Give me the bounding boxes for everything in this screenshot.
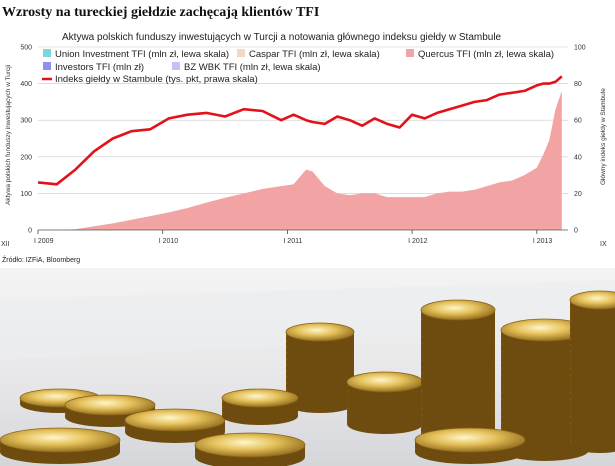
index-line bbox=[37, 75, 563, 186]
x-tick-label: I 2012 bbox=[408, 238, 428, 245]
coin-face bbox=[420, 299, 496, 321]
y-tick-label: 400 bbox=[20, 81, 32, 88]
x-edge-label-right: IX bbox=[600, 241, 607, 248]
legend-label-quercus: Quercus TFI (mln zł, lewa skala) bbox=[418, 49, 554, 60]
chart-title: Wzrosty na tureckiej giełdzie zachęcają … bbox=[2, 5, 319, 20]
coins-photo bbox=[0, 268, 615, 466]
coin-face bbox=[194, 432, 306, 458]
y2-tick-label: 80 bbox=[574, 81, 582, 88]
legend-swatch-union bbox=[43, 49, 51, 57]
index-series-line bbox=[37, 75, 563, 186]
coin-stack bbox=[221, 388, 299, 425]
x-tick-label: I 2013 bbox=[533, 238, 553, 245]
left-axis-label: Aktywa polskich funduszy inwestujących w… bbox=[5, 65, 12, 205]
coin-face bbox=[64, 394, 156, 416]
coin-face bbox=[0, 427, 121, 453]
coin-face bbox=[569, 290, 615, 310]
coin-stack bbox=[500, 318, 590, 461]
y2-tick-label: 20 bbox=[574, 191, 582, 198]
coin-stack bbox=[569, 290, 615, 453]
coin-stack bbox=[285, 322, 355, 413]
legend-swatch-investors bbox=[43, 62, 51, 70]
right-axis-ticks: 100 80 60 40 20 0 bbox=[574, 45, 586, 235]
coin-face bbox=[414, 427, 526, 453]
y-tick-label: 200 bbox=[20, 154, 32, 161]
coin-stack bbox=[194, 432, 306, 466]
y-tick-label: 100 bbox=[20, 191, 32, 198]
coin-stack bbox=[414, 427, 526, 464]
y2-tick-label: 60 bbox=[574, 118, 582, 125]
legend-label-investors: Investors TFI (mln zł) bbox=[55, 62, 144, 73]
area-quercus bbox=[38, 90, 562, 231]
coin-stack bbox=[0, 427, 121, 464]
legend-swatch-bzwbk bbox=[172, 62, 180, 70]
coin-face bbox=[346, 371, 424, 393]
legend-label-index: Indeks giełdy w Stambule (tys. pkt, praw… bbox=[55, 74, 258, 85]
y-tick-label: 0 bbox=[28, 228, 32, 235]
x-tick-label: I 2009 bbox=[34, 238, 54, 245]
legend-label-union: Union Investment TFI (mln zł, lewa skala… bbox=[55, 49, 229, 60]
coin-face bbox=[285, 322, 355, 342]
y2-tick-label: 0 bbox=[574, 228, 578, 235]
x-tick-label: I 2011 bbox=[283, 238, 302, 245]
chart-subtitle: Aktywa polskich funduszy inwestujących w… bbox=[62, 32, 502, 43]
coin-stack bbox=[346, 371, 424, 434]
legend-label-caspar: Caspar TFI (mln zł, lewa skala) bbox=[249, 49, 380, 60]
area-series bbox=[38, 90, 562, 231]
x-tick-label: I 2010 bbox=[159, 238, 179, 245]
y-tick-label: 300 bbox=[20, 118, 32, 125]
coin-stack bbox=[124, 408, 226, 443]
x-axis-ticks: I 2009 I 2010 I 2011 I 2012 I 2013 bbox=[34, 230, 552, 245]
legend-label-bzwbk: BZ WBK TFI (mln zł, lewa skala) bbox=[184, 62, 321, 73]
legend: Union Investment TFI (mln zł, lewa skala… bbox=[42, 49, 554, 85]
source-note: Źródło: IZFiA, Bloomberg bbox=[2, 255, 80, 264]
left-axis-ticks: 500 400 300 200 100 0 bbox=[20, 45, 32, 235]
coin-face bbox=[221, 388, 299, 408]
legend-swatch-caspar bbox=[237, 49, 245, 57]
y2-tick-label: 40 bbox=[574, 154, 582, 161]
legend-swatch-quercus bbox=[406, 49, 414, 57]
y2-tick-label: 100 bbox=[574, 45, 586, 52]
y-tick-label: 500 bbox=[20, 45, 32, 52]
x-edge-label-left: XII bbox=[1, 241, 10, 248]
right-axis-label: Główny indeks giełdy w Stambule bbox=[600, 88, 607, 185]
coin-face bbox=[124, 408, 226, 432]
